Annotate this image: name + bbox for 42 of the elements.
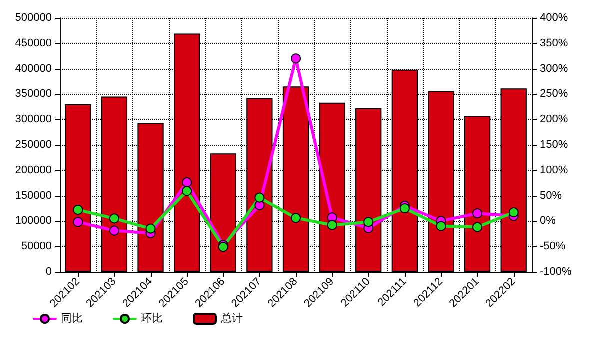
y-tick-label: 50000: [21, 240, 52, 253]
y-tick-label: 100000: [15, 215, 52, 228]
y2-tick-label: -50%: [540, 240, 566, 253]
point: [291, 213, 301, 224]
point: [109, 214, 120, 224]
legend-label: 环比: [141, 312, 163, 325]
point: [472, 208, 483, 219]
point: [73, 205, 84, 216]
y-tick-label: 400000: [15, 62, 52, 75]
y-tick-label: 250000: [15, 139, 52, 151]
point: [291, 54, 301, 64]
point: [254, 192, 265, 203]
point: [472, 222, 483, 232]
point: [146, 224, 156, 234]
y-tick-label: 150000: [15, 190, 52, 202]
y2-tick-label: 300%: [540, 62, 568, 75]
point: [182, 186, 192, 196]
y2-tick-label: 400%: [540, 12, 568, 24]
y2-tick-label: 100%: [540, 164, 568, 176]
y2-tick-label: 350%: [540, 37, 568, 50]
point: [109, 226, 120, 236]
y-tick-label: 300000: [15, 114, 52, 126]
point: [182, 178, 192, 188]
y-tick-label: 200000: [15, 164, 52, 176]
y2-tick-label: 0%: [540, 215, 556, 228]
y-tick-label: 500000: [15, 12, 52, 24]
point: [73, 217, 84, 228]
y2-tick-label: 250%: [540, 88, 568, 100]
y2-tick-label: 200%: [540, 114, 568, 126]
legend-label: 总计: [220, 312, 243, 325]
y-tick-label: 350000: [15, 88, 52, 100]
y-tick-label: 0: [46, 266, 52, 278]
point: [327, 220, 338, 230]
y2-tick-label: 50%: [540, 190, 562, 202]
point: [400, 204, 410, 214]
y-tick-label: 450000: [15, 37, 52, 50]
point: [508, 208, 519, 218]
point: [364, 217, 374, 228]
y2-tick-label: -100%: [540, 266, 572, 278]
y2-tick-label: 150%: [540, 139, 568, 151]
point: [436, 221, 446, 232]
legend-label: 同比: [61, 312, 83, 325]
